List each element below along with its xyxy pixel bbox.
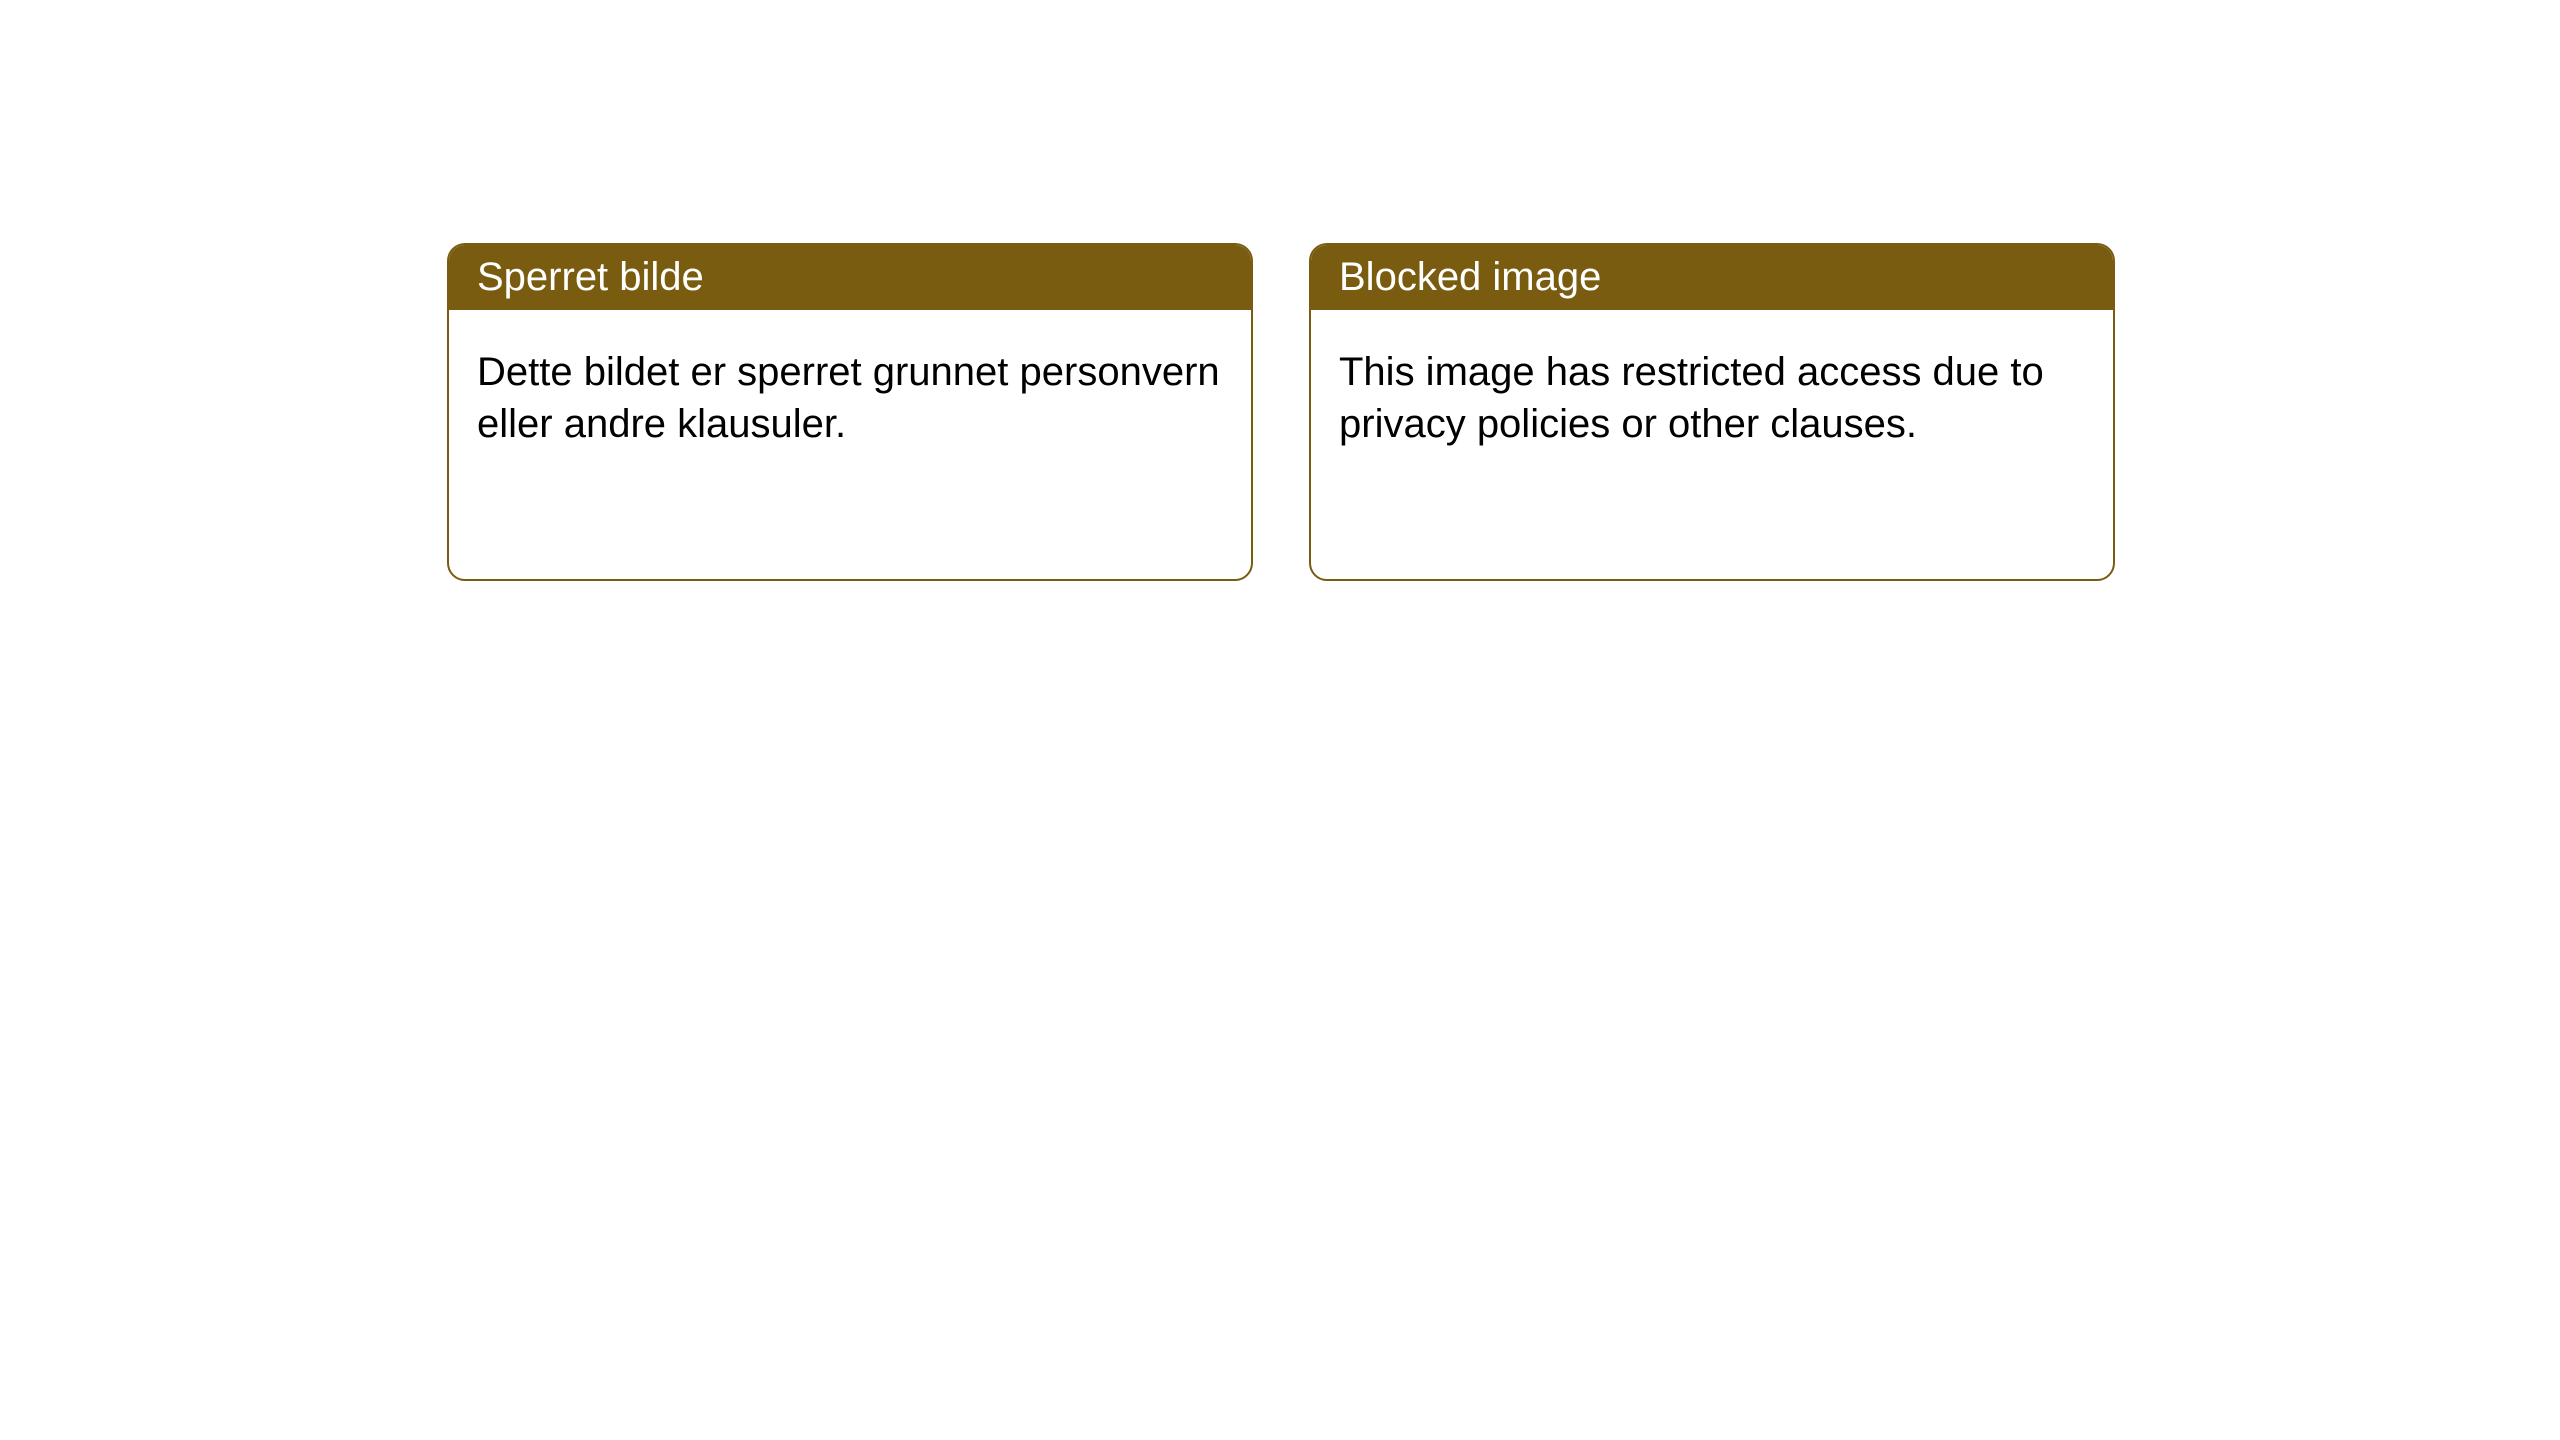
- notice-container: Sperret bilde Dette bildet er sperret gr…: [0, 0, 2560, 581]
- notice-card-english: Blocked image This image has restricted …: [1309, 243, 2115, 581]
- card-body-text: Dette bildet er sperret grunnet personve…: [477, 350, 1220, 446]
- card-body-text: This image has restricted access due to …: [1339, 350, 2044, 446]
- card-header-text: Sperret bilde: [477, 255, 704, 299]
- card-header: Sperret bilde: [449, 245, 1251, 310]
- card-body: Dette bildet er sperret grunnet personve…: [449, 310, 1251, 486]
- card-body: This image has restricted access due to …: [1311, 310, 2113, 486]
- card-header-text: Blocked image: [1339, 255, 1601, 299]
- card-header: Blocked image: [1311, 245, 2113, 310]
- notice-card-norwegian: Sperret bilde Dette bildet er sperret gr…: [447, 243, 1253, 581]
